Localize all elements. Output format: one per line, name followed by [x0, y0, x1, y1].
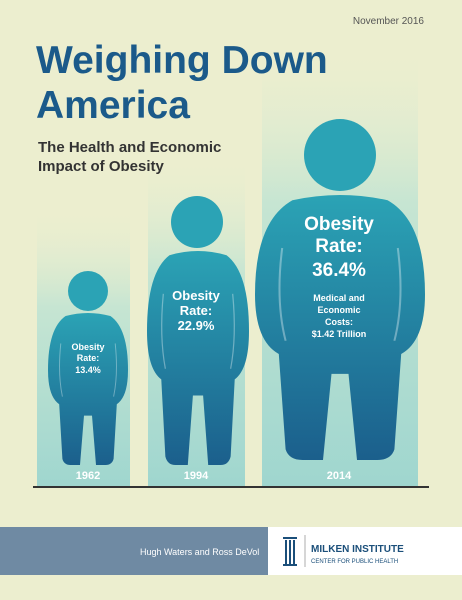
figure-label: Rate: [180, 303, 213, 318]
figure-year: 1994 [184, 470, 209, 482]
figure-head [171, 196, 223, 248]
figure-note: $1.42 Trillion [312, 329, 367, 339]
org-name: MILKEN INSTITUTE [311, 544, 404, 555]
figure-year: 2014 [327, 470, 352, 482]
figure-label: Rate: [315, 236, 363, 257]
logo-icon [283, 537, 297, 566]
date: November 2016 [353, 16, 425, 27]
figure-note: Medical and [313, 293, 365, 303]
figure-head [304, 119, 376, 191]
footer-logo-box [268, 527, 462, 575]
figure-year: 1962 [76, 470, 100, 482]
figure-rate: 13.4% [75, 365, 101, 375]
figure-rate: 36.4% [312, 260, 366, 281]
figure-rate: 22.9% [178, 318, 215, 333]
figure-label: Obesity [71, 342, 104, 352]
org-subtitle: CENTER FOR PUBLIC HEALTH [311, 559, 398, 565]
figure-note: Economic [317, 305, 360, 315]
figure-head [68, 271, 108, 311]
subtitle: Impact of Obesity [38, 158, 165, 175]
authors: Hugh Waters and Ross DeVol [140, 547, 259, 557]
footer-band [0, 527, 268, 575]
figure-label: Rate: [77, 353, 100, 363]
figure-label: Obesity [304, 214, 374, 235]
figure-label: Obesity [172, 288, 220, 303]
subtitle: The Health and Economic [38, 139, 221, 156]
title: America [36, 84, 190, 127]
figure-note: Costs: [325, 317, 353, 327]
title: Weighing Down [36, 39, 328, 82]
